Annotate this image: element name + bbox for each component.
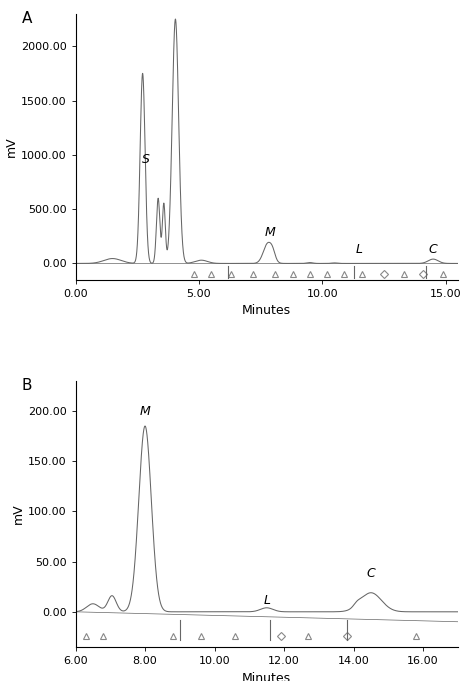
Y-axis label: mV: mV	[12, 503, 25, 524]
Text: L: L	[356, 243, 362, 256]
Y-axis label: mV: mV	[5, 136, 18, 157]
Text: C: C	[367, 567, 375, 580]
Text: S: S	[142, 153, 150, 165]
Text: A: A	[22, 11, 33, 26]
Text: L: L	[263, 594, 270, 607]
Text: M: M	[140, 405, 151, 418]
Text: B: B	[22, 378, 33, 393]
Text: M: M	[265, 226, 276, 239]
Text: C: C	[429, 243, 438, 256]
X-axis label: Minutes: Minutes	[242, 671, 291, 681]
X-axis label: Minutes: Minutes	[242, 304, 291, 317]
